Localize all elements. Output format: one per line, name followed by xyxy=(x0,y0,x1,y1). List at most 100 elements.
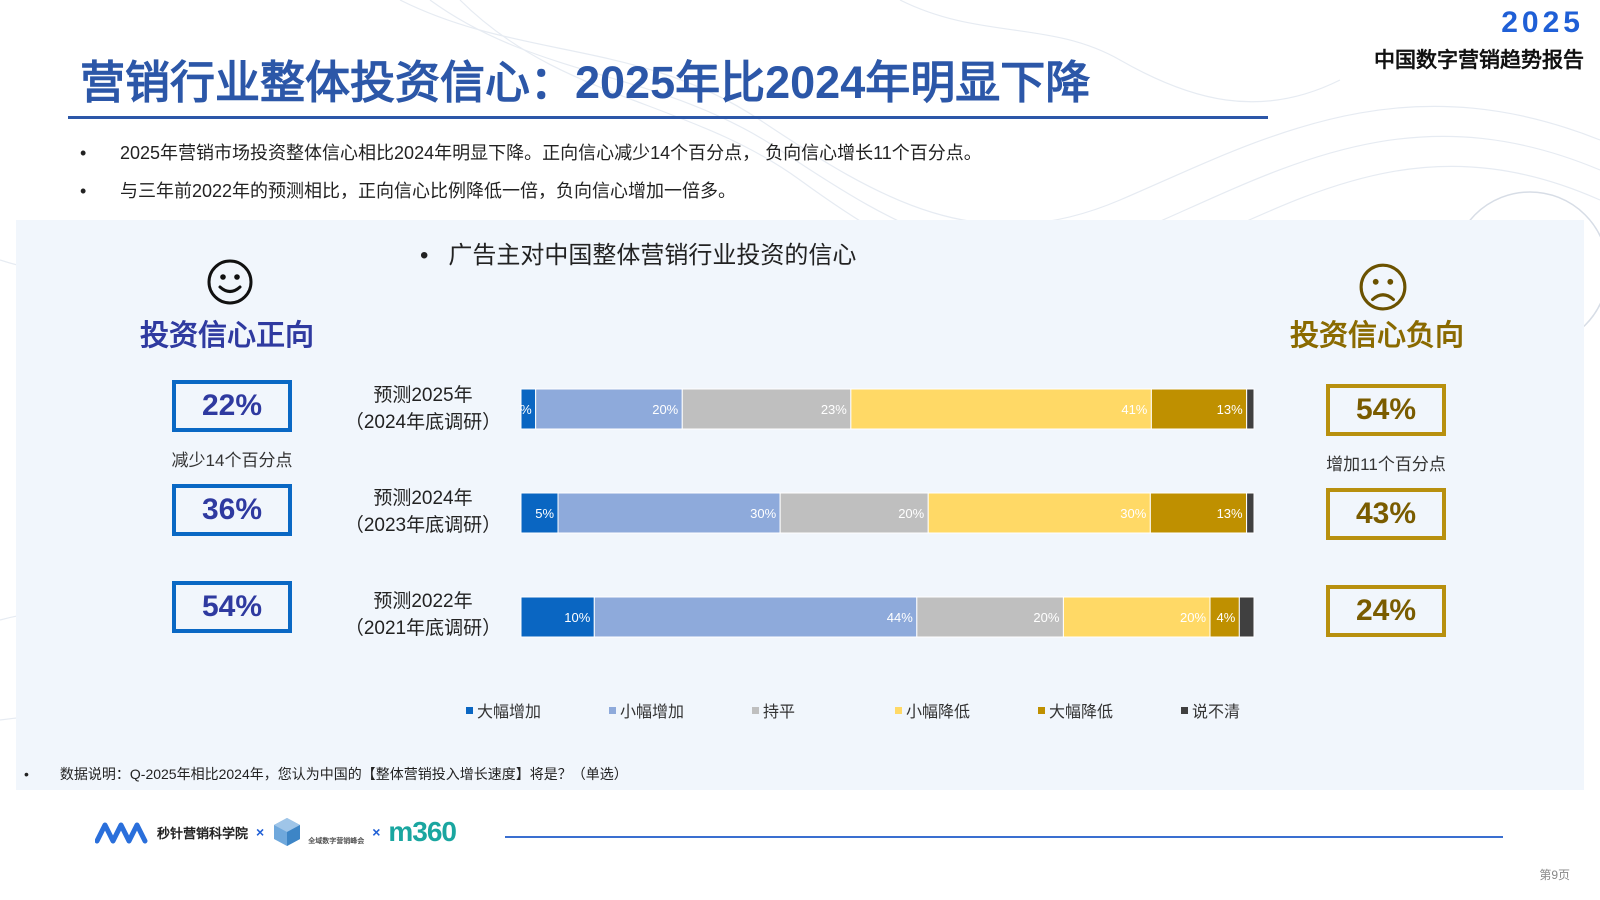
summit-logo xyxy=(272,817,302,847)
legend-label: 大幅降低 xyxy=(1049,704,1114,721)
bar-data-label: 20% xyxy=(652,402,678,417)
miaozhen-logo-icon xyxy=(95,822,148,844)
footnote-text: 数据说明：Q-2025年相比2024年，您认为中国的【整体营销投入增长速度】将是… xyxy=(59,766,628,782)
bar-data-label: 20% xyxy=(898,506,924,521)
bar-data-label: 41% xyxy=(1121,402,1147,417)
chart-title: • 广告主对中国整体营销行业投资的信心 xyxy=(420,235,856,270)
footer-logos: 秒针营销科学院 × 全域数字营销峰会 × m360 xyxy=(95,816,457,848)
bar-segment xyxy=(1062,596,1211,638)
bar-segment xyxy=(1150,388,1248,430)
negative-change-note: 增加11个百分点 xyxy=(1326,455,1446,474)
data-footnote: • 数据说明：Q-2025年相比2024年，您认为中国的【整体营销投入增长速度】… xyxy=(24,764,628,784)
page-title: 营销行业整体投资信心：2025年比2024年明显下降 xyxy=(80,57,1091,108)
logo-separator: × xyxy=(256,824,265,840)
bar-data-label: 20% xyxy=(1180,610,1206,625)
legend-label: 说不清 xyxy=(1192,704,1241,721)
positive-value-box: 54% xyxy=(172,581,292,633)
title-underline xyxy=(68,116,1268,119)
chart-title-text: 广告主对中国整体营销行业投资的信心 xyxy=(448,242,857,269)
frowning-face-icon xyxy=(1359,263,1407,311)
bar-data-label: 23% xyxy=(821,402,847,417)
positive-confidence-label: 投资信心正向 xyxy=(140,320,315,352)
legend-item: 说不清 xyxy=(1181,698,1324,722)
bullet-dot: • xyxy=(80,181,87,201)
brand-subtitle: 中国数字营销趋势报告 xyxy=(1374,49,1584,72)
row-label-line1: 预测2022年 xyxy=(373,591,473,612)
legend-swatch xyxy=(895,706,902,714)
bar-segment xyxy=(916,596,1064,638)
row-label: 预测2024年 （2023年底调研） xyxy=(338,485,508,539)
negative-confidence-label: 投资信心负向 xyxy=(1290,320,1465,352)
summary-bullet: • 2025年营销市场投资整体信心相比2024年明显下降。正向信心减少14个百分… xyxy=(80,140,982,178)
legend-item: 小幅降低 xyxy=(895,698,1038,722)
bar-segment xyxy=(1238,596,1255,638)
bar-segment xyxy=(520,492,559,534)
row-label: 预测2022年 （2021年底调研） xyxy=(338,588,508,642)
negative-value-box: 43% xyxy=(1326,488,1446,540)
legend-label: 大幅增加 xyxy=(477,704,542,721)
legend-item: 持平 xyxy=(752,698,895,722)
row-label-line1: 预测2025年 xyxy=(373,385,473,406)
footer-rule xyxy=(505,836,1503,838)
bullet-text: 与三年前2022年的预测相比，正向信心比例降低一倍，负向信心增加一倍多。 xyxy=(120,181,737,201)
bar-segment xyxy=(593,596,918,638)
legend-item: 大幅降低 xyxy=(1038,698,1181,722)
negative-value-box: 24% xyxy=(1326,585,1446,637)
page-number: 第9页 xyxy=(1539,868,1570,882)
positive-value-box: 36% xyxy=(172,484,292,536)
legend-swatch xyxy=(1038,706,1045,714)
bar-data-label: 30% xyxy=(1120,506,1146,521)
legend-item: 大幅增加 xyxy=(466,698,609,722)
bullet-dot: • xyxy=(80,143,87,163)
bar-segment xyxy=(927,492,1151,534)
summary-bullets: • 2025年营销市场投资整体信心相比2024年明显下降。正向信心减少14个百分… xyxy=(80,140,982,216)
bar-segment xyxy=(1209,596,1240,638)
legend-label: 持平 xyxy=(763,704,796,721)
chart-legend: 大幅增加 小幅增加 持平 小幅降低 大幅降低 说不清 xyxy=(466,698,1324,722)
bar-data-label: 10% xyxy=(564,610,590,625)
bar-segment xyxy=(850,388,1152,430)
chart-title-bullet: • xyxy=(420,242,429,269)
row-label-line2: （2023年底调研） xyxy=(344,515,502,536)
legend-swatch xyxy=(1181,706,1188,714)
positive-change-note: 减少14个百分点 xyxy=(171,451,293,470)
bar-data-label: 5% xyxy=(535,506,554,521)
bar-segment xyxy=(557,492,781,534)
bar-data-label: 4% xyxy=(1217,610,1236,625)
legend-swatch xyxy=(466,706,473,714)
row-label: 预测2025年 （2024年底调研） xyxy=(338,382,508,436)
bar-segment xyxy=(681,388,852,430)
bar-data-label: 20% xyxy=(1033,610,1059,625)
row-label-line1: 预测2024年 xyxy=(373,488,473,509)
summary-bullet: • 与三年前2022年的预测相比，正向信心比例降低一倍，负向信心增加一倍多。 xyxy=(80,178,982,216)
bar-data-label: 44% xyxy=(887,610,913,625)
cube-logo-icon xyxy=(274,818,301,846)
brand-year: 2025 xyxy=(1501,6,1584,39)
legend-swatch xyxy=(609,706,616,714)
bar-data-label: 13% xyxy=(1217,402,1243,417)
bar-data-label: 30% xyxy=(750,506,776,521)
smiley-face-icon xyxy=(207,259,253,305)
footnote-bullet: • xyxy=(24,766,29,782)
bar-segment xyxy=(779,492,929,534)
bar-segment xyxy=(1246,492,1255,534)
row-label-line2: （2024年底调研） xyxy=(344,412,502,433)
legend-label: 小幅增加 xyxy=(620,704,685,721)
bar-segment xyxy=(1246,388,1255,430)
row-label-line2: （2021年底调研） xyxy=(344,618,502,639)
positive-value-box: 22% xyxy=(172,380,292,432)
legend-swatch xyxy=(752,706,759,714)
m360-logo: m360 xyxy=(388,816,457,847)
brand-header: 2025 中国数字营销趋势报告 xyxy=(1374,8,1584,74)
logo1-text: 秒针营销科学院 xyxy=(157,825,249,841)
logo2-text: 全域数字营销峰会 xyxy=(308,838,365,845)
negative-value-box: 54% xyxy=(1326,384,1446,436)
bar-data-label: % xyxy=(520,402,532,417)
bar-data-label: 13% xyxy=(1217,506,1243,521)
bar-segment xyxy=(535,388,683,430)
bullet-text: 2025年营销市场投资整体信心相比2024年明显下降。正向信心减少14个百分点，… xyxy=(120,143,982,163)
legend-item: 小幅增加 xyxy=(609,698,752,722)
legend-label: 小幅降低 xyxy=(906,704,971,721)
logo-separator: × xyxy=(372,824,381,840)
